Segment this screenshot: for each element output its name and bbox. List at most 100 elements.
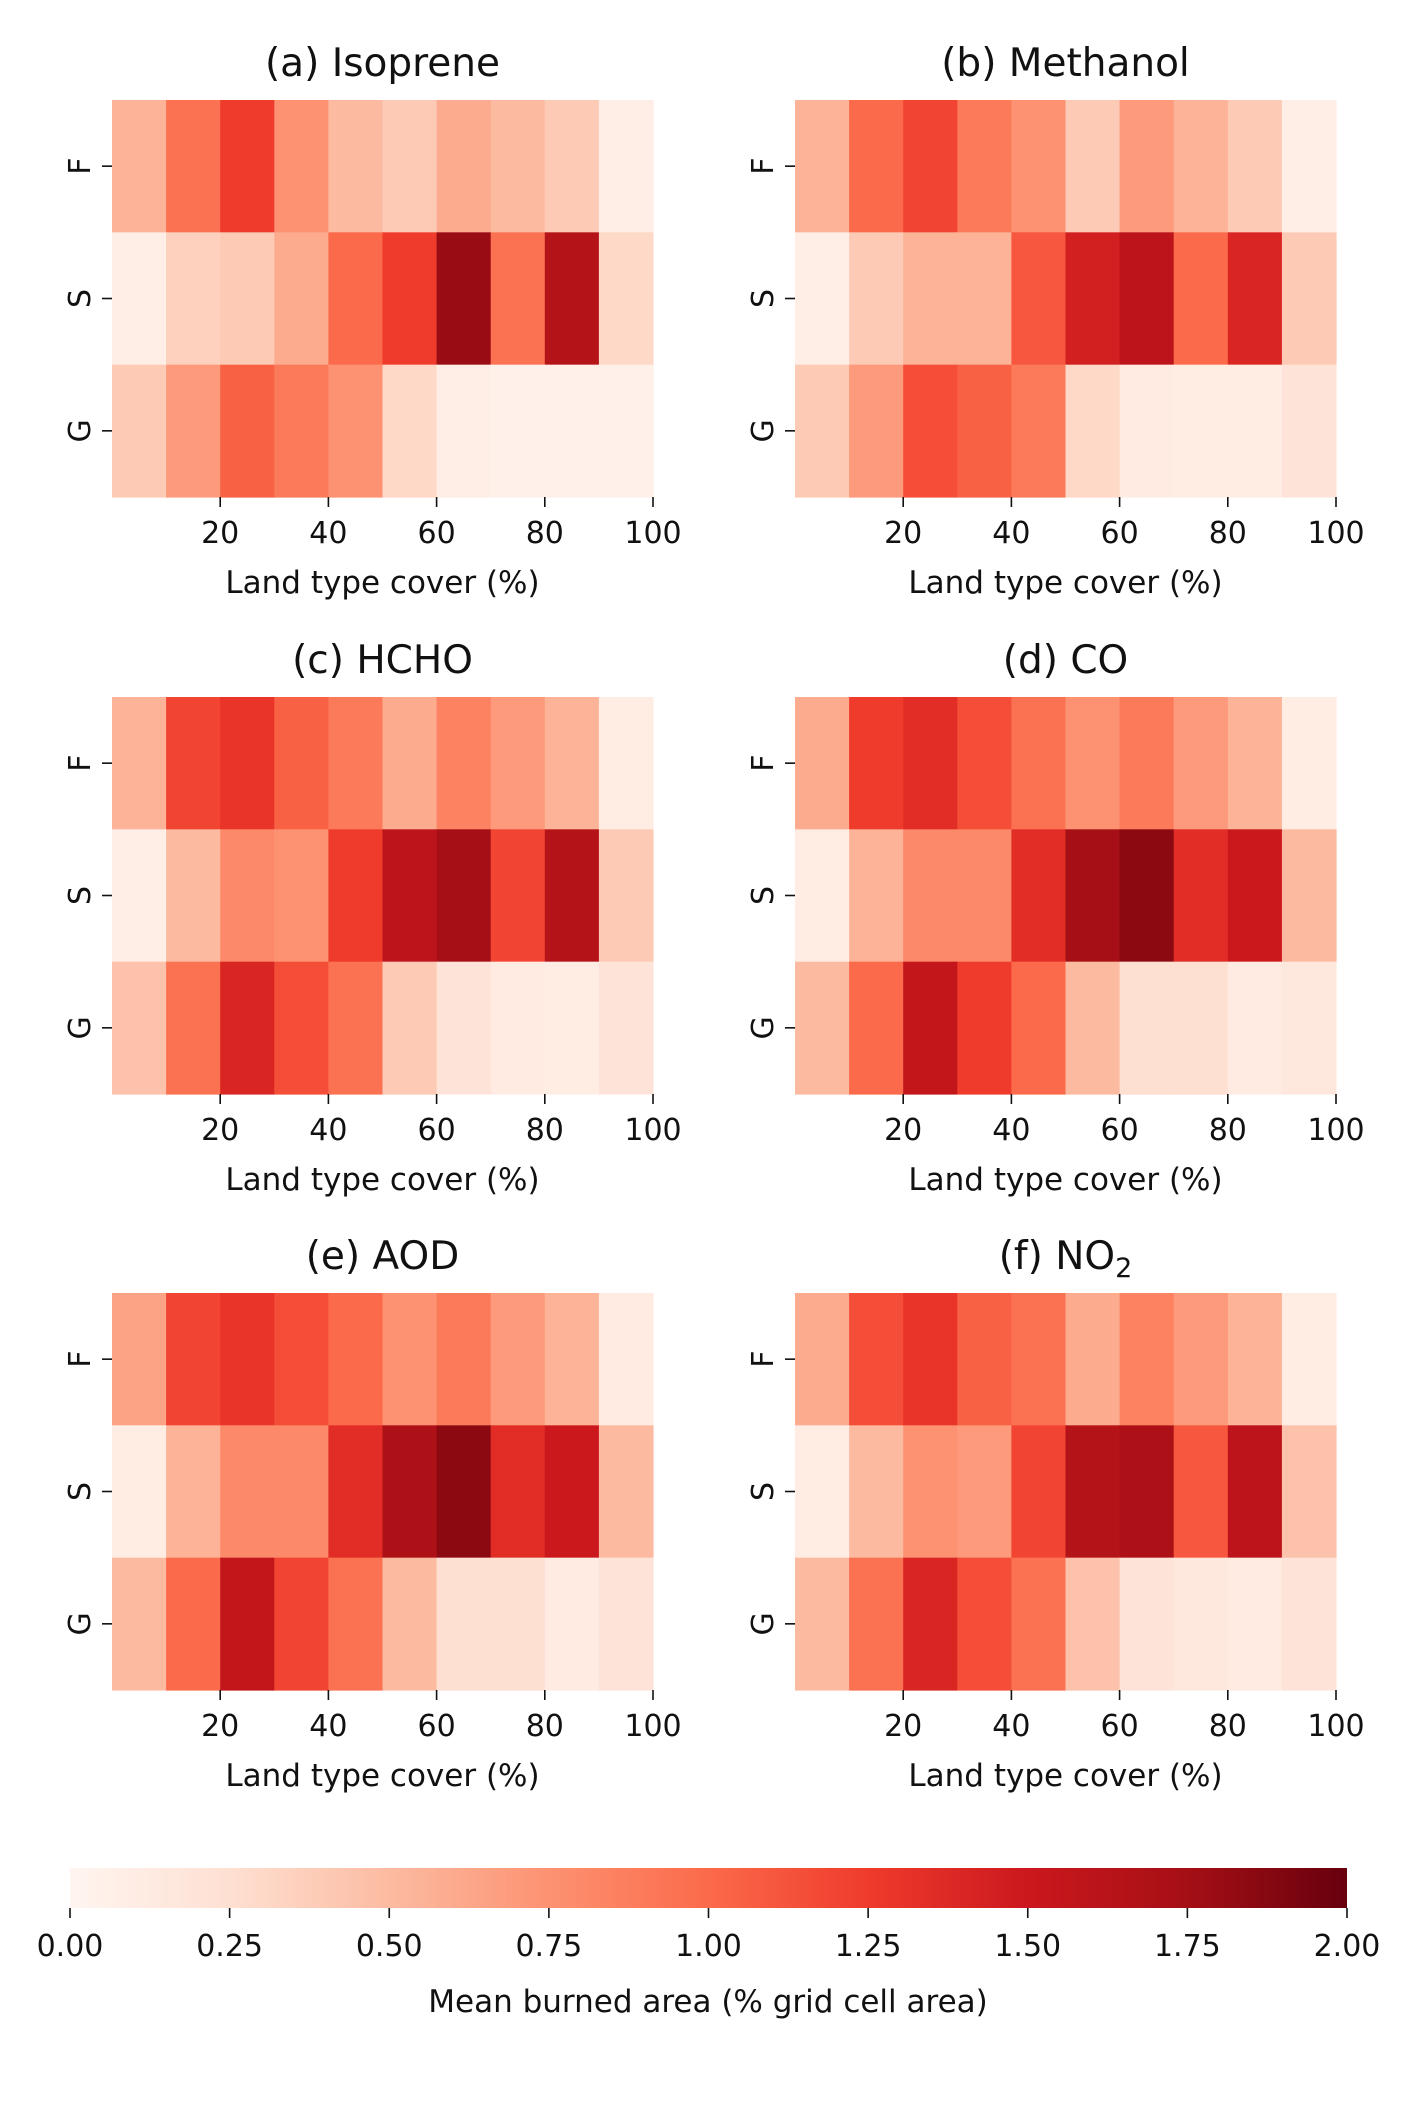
heatmap-cell xyxy=(220,100,275,233)
heatmap-cell xyxy=(903,364,958,498)
heatmap-cell xyxy=(1065,1557,1121,1691)
heatmap-cell xyxy=(274,232,329,366)
x-tick-label: 80 xyxy=(526,516,564,551)
heatmap-panel: (a) Isoprene F S G 20 40 60 80 100 Land type cove… xyxy=(63,41,682,601)
heatmap-cell xyxy=(1281,1557,1337,1691)
y-tick-label: G xyxy=(746,419,781,442)
heatmap-cell xyxy=(166,364,221,498)
heatmap-cell xyxy=(1011,364,1067,498)
x-tick-label: 20 xyxy=(201,516,239,551)
heatmap-cell xyxy=(220,829,275,963)
heatmap-cell xyxy=(1227,697,1283,830)
heatmap-cell xyxy=(1011,961,1067,1095)
heatmap-cell xyxy=(436,1425,492,1559)
heatmap-cell xyxy=(598,1425,654,1559)
heatmap-cell xyxy=(1119,1425,1175,1559)
heatmap-panel: (d) CO F S G 20 40 60 80 100 Land type cover (%) xyxy=(746,638,1365,1198)
x-tick-label: 40 xyxy=(992,1709,1030,1744)
heatmap-cell xyxy=(1011,829,1067,963)
x-tick-label: 60 xyxy=(418,1709,456,1744)
y-tick-label: F xyxy=(63,158,98,175)
y-tick-label: G xyxy=(746,1016,781,1039)
panel-title: (d) CO xyxy=(1003,638,1129,683)
heatmap-cell xyxy=(598,1557,654,1691)
panel-title-subscript: 2 xyxy=(1115,1253,1132,1284)
heatmap-cell xyxy=(490,697,546,830)
heatmap-cell xyxy=(1173,697,1229,830)
colorbar-tick-label: 0.25 xyxy=(196,1929,263,1964)
y-tick-label: S xyxy=(746,886,781,905)
heatmap-cell xyxy=(112,364,167,498)
heatmap-cell xyxy=(1173,1425,1229,1559)
heatmap-cell xyxy=(1281,232,1337,366)
y-tick-label: S xyxy=(63,886,98,905)
heatmap-cell xyxy=(795,364,850,498)
heatmap-cell xyxy=(903,1557,958,1691)
heatmap-cell xyxy=(849,829,904,963)
x-tick-label: 100 xyxy=(624,1113,681,1148)
x-tick-label: 80 xyxy=(1209,1709,1247,1744)
heatmap-cell xyxy=(1281,1425,1337,1559)
heatmap-cell xyxy=(1281,1293,1337,1426)
heatmap-cell xyxy=(849,100,904,233)
x-tick-label: 80 xyxy=(526,1113,564,1148)
x-tick-label: 60 xyxy=(418,516,456,551)
heatmap-cell xyxy=(849,697,904,830)
heatmap-cell xyxy=(544,1425,600,1559)
heatmap-cell xyxy=(1227,1293,1283,1426)
heatmap-cell xyxy=(598,697,654,830)
heatmap-cell xyxy=(328,1557,384,1691)
panel-title: (c) HCHO xyxy=(292,638,473,683)
heatmap-cell xyxy=(220,1557,275,1691)
heatmap-cell xyxy=(795,1557,850,1691)
panel-title: (e) AOD xyxy=(306,1234,460,1279)
colorbar-ticks: 0.00 0.25 0.50 0.75 1.00 1.25 1.50 1.75 2.00 xyxy=(37,1908,1380,1964)
heatmap-cell xyxy=(849,364,904,498)
y-tick-label: F xyxy=(746,1351,781,1368)
colorbar-tick-label: 1.50 xyxy=(994,1929,1061,1964)
x-tick-label: 80 xyxy=(1209,516,1247,551)
heatmap-cell xyxy=(544,100,600,233)
heatmap-cell xyxy=(112,1557,167,1691)
heatmap-cell xyxy=(1173,961,1229,1095)
heatmap-cell xyxy=(957,1425,1012,1559)
heatmap-cell xyxy=(1011,697,1067,830)
heatmap-cell xyxy=(1011,1293,1067,1426)
heatmap-cell xyxy=(220,961,275,1095)
x-axis-label: Land type cover (%) xyxy=(225,565,539,601)
colorbar-tick-label: 0.50 xyxy=(356,1929,423,1964)
x-tick-label: 60 xyxy=(1101,1113,1139,1148)
heatmap-cell xyxy=(166,1293,221,1426)
heatmap-cell xyxy=(436,100,492,233)
heatmap-cell xyxy=(274,364,329,498)
heatmap-cell xyxy=(436,1557,492,1691)
y-tick-label: F xyxy=(746,755,781,772)
heatmap-cell xyxy=(903,232,958,366)
heatmap-cell xyxy=(1065,961,1121,1095)
x-axis-label: Land type cover (%) xyxy=(225,1758,539,1794)
heatmap-cell xyxy=(1119,100,1175,233)
heatmap-cell xyxy=(166,100,221,233)
heatmap-cell xyxy=(382,100,438,233)
heatmap-cell xyxy=(544,829,600,963)
heatmap-cell xyxy=(328,100,384,233)
heatmap-cell xyxy=(957,1557,1012,1691)
x-tick-label: 80 xyxy=(526,1709,564,1744)
heatmap-cell xyxy=(1173,829,1229,963)
heatmap-cell xyxy=(274,961,329,1095)
heatmap-cell xyxy=(903,697,958,830)
heatmap-cell xyxy=(382,1425,438,1559)
heatmap-cell xyxy=(328,364,384,498)
heatmap-cell xyxy=(903,1293,958,1426)
y-tick-label: G xyxy=(63,1612,98,1635)
heatmap-cell xyxy=(795,232,850,366)
heatmap-cell xyxy=(795,961,850,1095)
heatmap-cell xyxy=(795,829,850,963)
heatmap-panel: (f) NO2 F S G 20 40 60 80 100 Land type cover (%) xyxy=(746,1234,1365,1794)
heatmap-cell xyxy=(598,364,654,498)
heatmap-cell xyxy=(382,697,438,830)
y-tick-label: S xyxy=(746,1482,781,1501)
heatmap-panel: (b) Methanol F S G 20 40 60 80 100 Land type cove… xyxy=(746,41,1365,601)
heatmap-cell xyxy=(1281,100,1337,233)
heatmap-cell xyxy=(328,1293,384,1426)
